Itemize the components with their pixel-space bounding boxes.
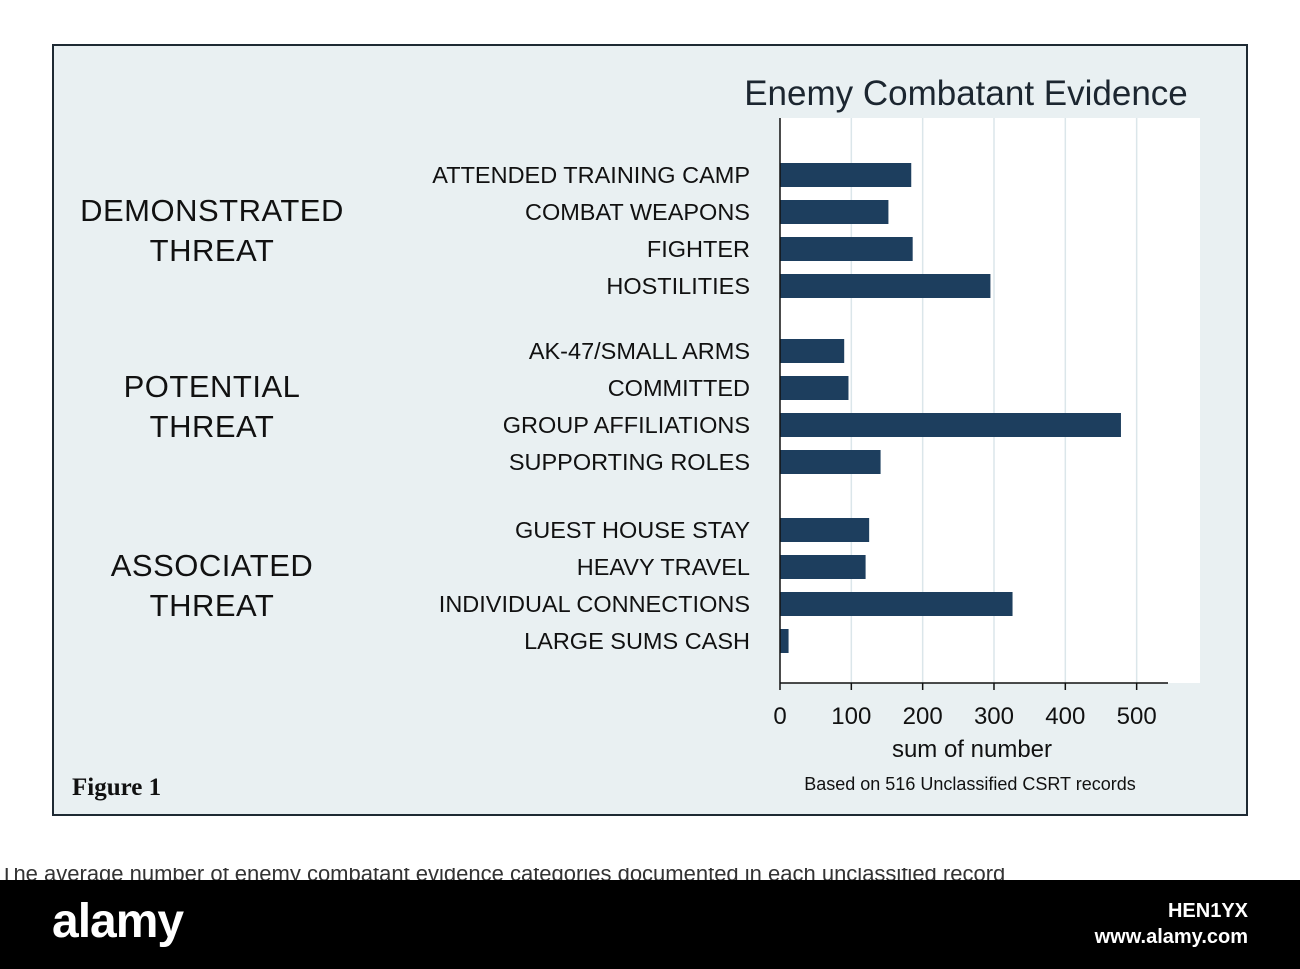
bar-individual-connections xyxy=(780,592,1013,616)
category-label: AK-47/SMALL ARMS xyxy=(529,338,750,364)
bar-fighter xyxy=(780,237,913,261)
category-label: LARGE SUMS CASH xyxy=(524,628,750,654)
x-axis-label: sum of number xyxy=(892,736,1052,763)
chart-note: Based on 516 Unclassified CSRT records xyxy=(804,774,1136,794)
site-url: www.alamy.com xyxy=(1094,926,1248,948)
x-tick-label-400: 400 xyxy=(1045,703,1085,730)
chart-title: Enemy Combatant Evidence xyxy=(744,74,1188,113)
x-tick-label-0: 0 xyxy=(773,703,786,730)
group-label-line: THREAT xyxy=(149,408,275,444)
group-label-line: DEMONSTRATED xyxy=(80,192,344,228)
category-label: GROUP AFFILIATIONS xyxy=(503,412,750,438)
group-label-line: POTENTIAL xyxy=(123,368,301,404)
category-label: GUEST HOUSE STAY xyxy=(515,517,750,543)
bar-large-sums-cash xyxy=(780,629,789,653)
x-tick-label-100: 100 xyxy=(831,703,871,730)
image-id: HEN1YX xyxy=(1167,900,1248,922)
group-label-line: THREAT xyxy=(149,232,275,268)
category-label: ATTENDED TRAINING CAMP xyxy=(432,162,750,188)
bar-combat-weapons xyxy=(780,200,889,224)
figure-label: Figure 1 xyxy=(72,774,162,801)
bar-guest-house-stay xyxy=(780,518,870,542)
alamy-logo: alamy xyxy=(52,895,184,948)
bars xyxy=(780,163,1121,653)
category-label: SUPPORTING ROLES xyxy=(509,449,750,475)
group-label-1: POTENTIAL THREAT xyxy=(52,367,372,447)
grid-lines xyxy=(850,118,1138,683)
category-label: INDIVIDUAL CONNECTIONS xyxy=(439,591,750,617)
category-label: COMBAT WEAPONS xyxy=(525,199,750,225)
category-label: HOSTILITIES xyxy=(606,273,750,299)
bar-heavy-travel xyxy=(780,555,866,579)
watermark-bar: alamy HEN1YX www.alamy.com xyxy=(0,880,1300,969)
x-tick-label-500: 500 xyxy=(1117,703,1157,730)
bar-ak-47-small-arms xyxy=(780,339,845,363)
bar-committed xyxy=(780,376,849,400)
group-label-line: THREAT xyxy=(149,587,275,623)
category-labels: ATTENDED TRAINING CAMP COMBAT WEAPONS FIGH… xyxy=(432,162,750,654)
bar-supporting-roles xyxy=(780,450,881,474)
watermark-info: HEN1YX www.alamy.com xyxy=(1095,898,1248,950)
x-tick-label-300: 300 xyxy=(974,703,1014,730)
category-label: FIGHTER xyxy=(647,236,750,262)
bar-attended-training-camp xyxy=(780,163,912,187)
bar-hostilities xyxy=(780,274,991,298)
group-label-0: DEMONSTRATED THREAT xyxy=(52,191,372,271)
x-tick-label-200: 200 xyxy=(903,703,943,730)
group-label-2: ASSOCIATED THREAT xyxy=(52,546,372,626)
x-axis-ticks: 0 100 200 300 400 500 xyxy=(773,683,1157,730)
category-label: COMMITTED xyxy=(608,375,750,401)
group-label-line: ASSOCIATED xyxy=(110,547,314,583)
bar-group-affiliations xyxy=(780,413,1121,437)
category-label: HEAVY TRAVEL xyxy=(577,554,750,580)
